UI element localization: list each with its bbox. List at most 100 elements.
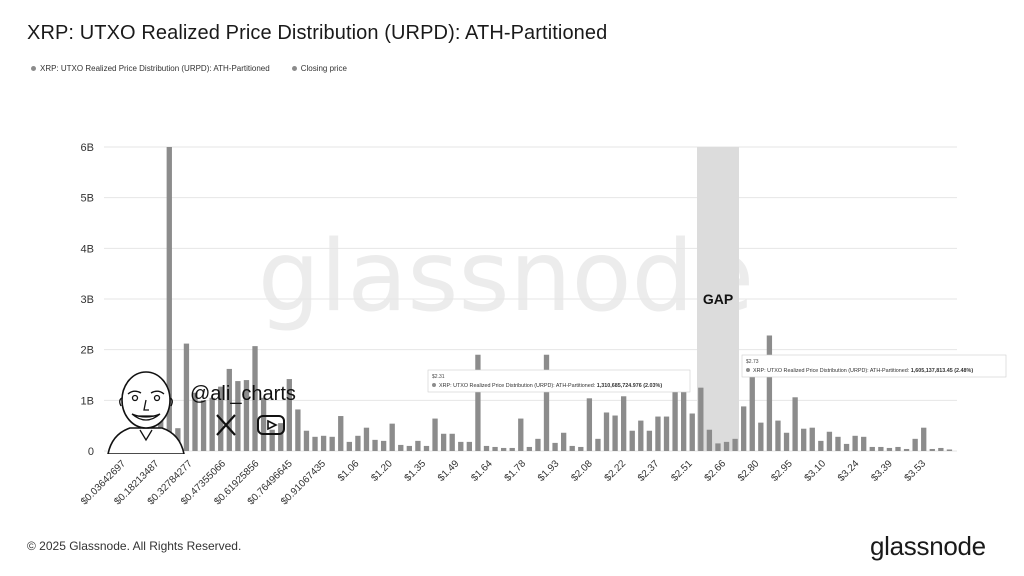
y-tick-label: 3B [81, 294, 94, 306]
bar[interactable] [312, 436, 318, 451]
bar[interactable] [372, 439, 378, 451]
bar[interactable] [603, 412, 610, 451]
bar[interactable] [638, 420, 644, 451]
bar[interactable] [320, 435, 327, 451]
bar[interactable] [698, 387, 704, 451]
bar[interactable] [912, 438, 918, 451]
bar[interactable] [492, 446, 498, 451]
bar[interactable] [783, 432, 790, 451]
bar[interactable] [380, 440, 387, 451]
bar[interactable] [741, 406, 747, 451]
bar[interactable] [432, 418, 438, 451]
bar[interactable] [809, 427, 815, 451]
bar[interactable] [200, 400, 207, 451]
bar[interactable] [792, 397, 798, 451]
bar[interactable] [646, 430, 653, 451]
bar[interactable] [552, 442, 558, 451]
bar[interactable] [775, 420, 781, 451]
bar[interactable] [801, 428, 807, 451]
bar[interactable] [423, 445, 430, 451]
bar[interactable] [895, 446, 901, 451]
bar[interactable] [835, 436, 841, 451]
bar[interactable] [209, 397, 215, 451]
bar[interactable] [500, 447, 507, 451]
bar[interactable] [723, 441, 730, 451]
bar[interactable] [226, 368, 232, 451]
bar[interactable] [621, 396, 627, 451]
avatar [107, 371, 185, 454]
bar[interactable] [818, 440, 824, 451]
bar[interactable] [689, 413, 695, 451]
bar[interactable] [681, 384, 687, 451]
bar[interactable] [286, 379, 292, 451]
bar[interactable] [938, 447, 944, 451]
bar[interactable] [338, 416, 344, 451]
bar[interactable] [595, 438, 601, 451]
bar[interactable] [929, 448, 935, 451]
x-tick-label: $2.22 [603, 458, 629, 484]
bar[interactable] [192, 392, 198, 451]
bar[interactable] [260, 397, 267, 451]
bar[interactable] [535, 438, 541, 451]
bar[interactable] [569, 445, 575, 451]
bar[interactable] [861, 436, 867, 451]
legend-item-closing-price[interactable]: Closing price [291, 64, 347, 73]
bar[interactable] [458, 441, 464, 451]
bar[interactable] [886, 447, 893, 451]
bar[interactable] [475, 354, 481, 451]
tooltip-price: $2.73 [746, 359, 759, 365]
bar[interactable] [749, 369, 755, 451]
bar[interactable] [518, 418, 524, 451]
bar[interactable] [449, 433, 455, 451]
bar[interactable] [663, 416, 670, 451]
bar[interactable] [946, 449, 953, 451]
bar[interactable] [578, 446, 584, 451]
bar[interactable] [706, 429, 713, 451]
tooltip-value: 1,605,137,813.45 (2.48%) [911, 368, 974, 374]
bar[interactable] [235, 381, 241, 451]
bar[interactable] [346, 441, 352, 451]
chart-title: XRP: UTXO Realized Price Distribution (U… [27, 22, 608, 44]
bar[interactable] [560, 432, 567, 451]
bar[interactable] [415, 440, 421, 451]
bar[interactable] [878, 446, 884, 451]
bar[interactable] [363, 427, 370, 451]
bar[interactable] [526, 446, 533, 451]
bar[interactable] [715, 443, 721, 451]
bar[interactable] [440, 433, 447, 451]
bar[interactable] [329, 436, 335, 451]
bar[interactable] [466, 441, 473, 451]
bar[interactable] [269, 429, 275, 451]
bar[interactable] [483, 445, 490, 451]
bar[interactable] [903, 448, 910, 451]
bar[interactable] [509, 447, 515, 451]
bar[interactable] [278, 423, 284, 451]
bar[interactable] [252, 346, 258, 451]
legend-item-urpd[interactable]: XRP: UTXO Realized Price Distribution (U… [31, 64, 270, 73]
bar[interactable] [355, 435, 361, 451]
bar[interactable] [586, 398, 593, 451]
bar[interactable] [921, 427, 927, 451]
bar[interactable] [766, 335, 773, 451]
bar[interactable] [295, 409, 301, 451]
bar[interactable] [166, 147, 172, 451]
bar[interactable] [732, 438, 738, 451]
bar[interactable] [398, 444, 404, 451]
bar[interactable] [543, 354, 550, 451]
bar[interactable] [389, 423, 395, 451]
bar[interactable] [843, 443, 850, 451]
bar[interactable] [612, 415, 618, 451]
bar[interactable] [758, 422, 764, 451]
x-tick-label: $2.95 [769, 458, 795, 484]
bar[interactable] [629, 430, 635, 451]
bar[interactable] [406, 445, 412, 451]
legend-label-closing-price: Closing price [300, 64, 347, 73]
bar[interactable] [183, 343, 190, 451]
bar[interactable] [303, 430, 310, 451]
bar[interactable] [852, 435, 858, 451]
bar[interactable] [826, 431, 833, 451]
bar[interactable] [869, 446, 875, 451]
bar[interactable] [655, 416, 661, 451]
bar[interactable] [672, 390, 678, 451]
bar[interactable] [243, 380, 250, 451]
